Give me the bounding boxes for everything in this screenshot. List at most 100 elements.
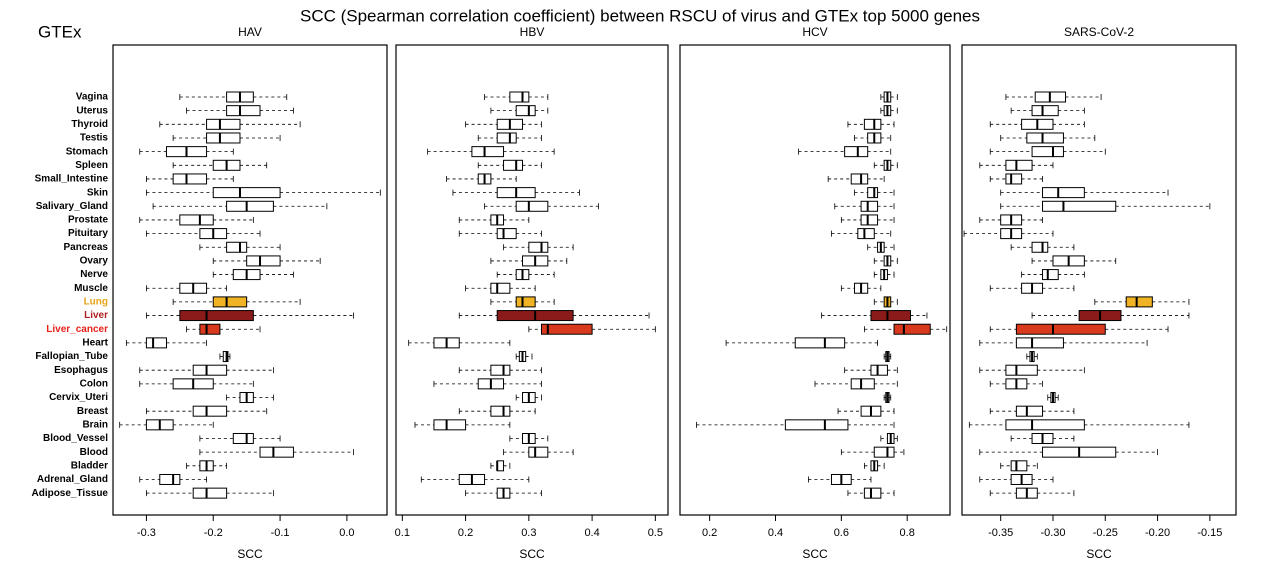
category-label: Blood_Vessel xyxy=(43,433,108,444)
x-tick-label: 0.8 xyxy=(900,527,915,539)
x-tick-label: 0.6 xyxy=(834,527,849,539)
box xyxy=(860,214,879,226)
box xyxy=(515,105,536,117)
box xyxy=(490,282,511,294)
x-tick-label: -0.1 xyxy=(271,527,290,539)
x-axis-label: SCC xyxy=(519,547,545,561)
box xyxy=(528,241,549,253)
category-label: Nerve xyxy=(80,269,108,280)
box xyxy=(850,378,875,390)
box xyxy=(206,132,241,144)
x-tick-label: 0.3 xyxy=(521,527,536,539)
category-label: Liver_cancer xyxy=(46,324,108,335)
category-label: Liver xyxy=(84,310,108,321)
x-axis-label: SCC xyxy=(1086,547,1112,561)
box xyxy=(226,105,261,117)
x-tick-label: 0.0 xyxy=(339,527,354,539)
panel-frame xyxy=(679,44,951,516)
box xyxy=(1042,187,1085,199)
category-label: Lung xyxy=(84,297,108,308)
box xyxy=(857,228,875,240)
box xyxy=(232,433,254,444)
x-tick-label: -0.3 xyxy=(137,527,156,539)
box xyxy=(496,132,517,144)
panel-title: HBV xyxy=(520,25,545,39)
box xyxy=(509,91,530,103)
box xyxy=(1005,364,1038,376)
box xyxy=(844,146,869,158)
box xyxy=(496,228,517,240)
category-label: Brain xyxy=(82,419,108,430)
box xyxy=(1026,132,1064,144)
category-label: Cervix_Uteri xyxy=(49,392,108,403)
box xyxy=(172,173,208,185)
box xyxy=(503,159,524,171)
box xyxy=(1005,173,1023,185)
box xyxy=(159,473,181,485)
box xyxy=(867,187,879,199)
x-tick-label: -0.20 xyxy=(1145,527,1170,539)
panel-frame xyxy=(961,44,1237,516)
category-label: Bladder xyxy=(71,460,108,471)
category-label: Prostate xyxy=(68,215,108,226)
box xyxy=(1005,419,1085,431)
box xyxy=(784,419,849,431)
box xyxy=(540,323,593,335)
box xyxy=(850,173,869,185)
box xyxy=(1005,159,1033,171)
category-label: Skin xyxy=(87,187,108,198)
box xyxy=(515,296,536,308)
box xyxy=(860,200,879,212)
box xyxy=(1031,146,1064,158)
x-tick-label: -0.2 xyxy=(204,527,223,539)
box xyxy=(863,487,882,499)
category-label: Uterus xyxy=(76,105,108,116)
box xyxy=(490,405,511,417)
box xyxy=(1031,241,1049,253)
box xyxy=(246,255,281,267)
box xyxy=(1042,269,1059,281)
box xyxy=(192,405,228,417)
box xyxy=(192,364,228,376)
box xyxy=(863,118,882,130)
panel-title: HCV xyxy=(802,25,827,39)
box xyxy=(873,446,895,458)
category-label: Colon xyxy=(80,379,108,390)
box xyxy=(1015,323,1106,335)
x-axis-label: SCC xyxy=(237,547,263,561)
box xyxy=(1031,105,1059,117)
box xyxy=(870,310,911,322)
x-tick-label: -0.35 xyxy=(988,527,1013,539)
box xyxy=(179,214,214,226)
category-label: Heart xyxy=(82,338,108,349)
category-label: Salivary_Gland xyxy=(36,201,108,212)
category-label: Testis xyxy=(80,133,109,144)
box xyxy=(528,446,549,458)
x-tick-label: 0.4 xyxy=(768,527,783,539)
category-label: Breast xyxy=(77,406,109,417)
box xyxy=(222,351,229,363)
category-label: Muscle xyxy=(74,283,108,294)
box xyxy=(870,364,888,376)
box xyxy=(1125,296,1153,308)
x-tick-label: 0.5 xyxy=(648,527,663,539)
x-tick-label: 0.2 xyxy=(702,527,717,539)
box xyxy=(179,310,254,322)
x-tick-label: -0.25 xyxy=(1093,527,1118,539)
category-label: Pancreas xyxy=(64,242,109,253)
box xyxy=(259,446,294,458)
box xyxy=(199,323,221,335)
category-label: Stomach xyxy=(66,146,108,157)
box xyxy=(1015,405,1044,417)
box xyxy=(192,487,228,499)
box xyxy=(1010,460,1028,472)
category-label: Ovary xyxy=(80,256,109,267)
box xyxy=(226,200,274,212)
box xyxy=(515,200,549,212)
category-label: Small_Intestine xyxy=(35,174,109,185)
box xyxy=(490,364,511,376)
panel-title: HAV xyxy=(238,25,262,39)
box xyxy=(893,323,931,335)
category-label: Thyroid xyxy=(71,119,108,130)
